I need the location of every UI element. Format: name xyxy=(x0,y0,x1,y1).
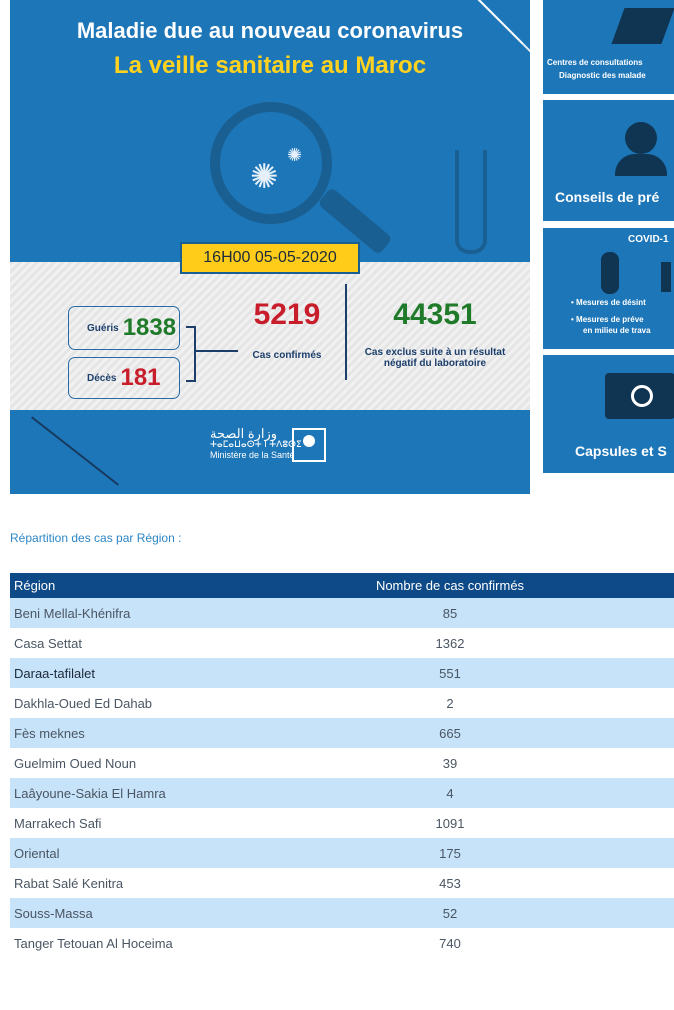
spray-icon xyxy=(661,262,671,292)
table-row: Daraa-tafilalet 551 xyxy=(10,658,674,688)
card-line: Diagnostic des malade xyxy=(559,71,646,80)
count-cell: 453 xyxy=(439,875,461,891)
ministry-tifinagh: ⵜⴰⵎⴰⵡⴰⵙⵜ ⵏ ⵜⴷⵓⵙⵉ xyxy=(210,439,302,449)
confirmed-value: 5219 xyxy=(253,298,321,331)
region-cell: Oriental xyxy=(14,845,60,861)
card-title: Capsules et S xyxy=(575,443,667,459)
region-cell: Tanger Tetouan Al Hoceima xyxy=(14,935,173,951)
card-covid-measures[interactable]: COVID-1 • Mesures de désint • Mesures de… xyxy=(543,228,674,349)
count-cell: 52 xyxy=(442,905,458,921)
count-cell: 1091 xyxy=(435,815,465,831)
ministry-french: Ministère de la Santé xyxy=(210,450,295,460)
count-cell: 665 xyxy=(439,725,461,741)
count-cell: 4 xyxy=(446,785,454,801)
region-cell: Rabat Salé Kenitra xyxy=(14,875,124,891)
card-consultation-centers[interactable]: Centres de consultations Diagnostic des … xyxy=(543,0,674,94)
header-count: Nombre de cas confirmés xyxy=(375,578,525,593)
person-icon xyxy=(625,122,657,154)
card-line: Centres de consultations xyxy=(547,58,643,67)
covid-banner[interactable]: Maladie due au nouveau coronavirus La ve… xyxy=(10,0,530,494)
banner-title: Maladie due au nouveau coronavirus xyxy=(76,18,464,43)
ministry-arabic: وزارة الصحة xyxy=(210,426,278,441)
card-bullet: • Mesures de préve xyxy=(571,315,644,324)
recovered-pill: Guéris 1838 xyxy=(68,306,180,350)
card-prevention-advice[interactable]: Conseils de pré xyxy=(543,100,674,221)
stats-panel: Guéris 1838 Décès 181 5219 Cas confirmés… xyxy=(10,262,530,410)
region-cell: Beni Mellal-Khénifra xyxy=(14,605,131,621)
deaths-value: 181 xyxy=(120,364,161,391)
excluded-label: Cas exclus suite à un résultat négatif d… xyxy=(364,347,506,369)
header-region: Région xyxy=(14,578,56,593)
count-cell: 39 xyxy=(442,755,458,771)
magnifier-icon xyxy=(210,102,332,224)
map-icon xyxy=(611,8,674,44)
worker-icon xyxy=(601,252,619,294)
person-body xyxy=(615,154,667,176)
excluded-value: 44351 xyxy=(393,298,477,331)
test-tube-icon xyxy=(455,150,487,254)
card-title: Conseils de pré xyxy=(555,189,660,205)
recovered-value: 1838 xyxy=(122,314,177,341)
bracket xyxy=(186,326,196,382)
confirmed-label: Cas confirmés xyxy=(252,350,322,361)
region-cell: Laâyoune-Sakia El Hamra xyxy=(14,785,166,801)
table-row: Laâyoune-Sakia El Hamra 4 xyxy=(10,778,674,808)
table-row: Tanger Tetouan Al Hoceima 740 xyxy=(10,928,674,958)
table-row: Casa Settat 1362 xyxy=(10,628,674,658)
table-row: Souss-Massa 52 xyxy=(10,898,674,928)
deaths-pill: Décès 181 xyxy=(68,357,180,399)
region-cell: Fès meknes xyxy=(14,725,85,741)
virus-icon: ✺ xyxy=(287,145,303,165)
card-header: COVID-1 xyxy=(628,234,669,245)
region-cell: Casa Settat xyxy=(14,635,82,651)
region-cell: Marrakech Safi xyxy=(14,815,102,831)
count-cell: 1362 xyxy=(435,635,465,651)
region-cell: Souss-Massa xyxy=(14,905,93,921)
ministry-logo xyxy=(292,428,326,462)
count-cell: 175 xyxy=(439,845,461,861)
region-cell: Dakhla-Oued Ed Dahab xyxy=(14,695,153,711)
regions-table: Région Nombre de cas confirmés Beni Mell… xyxy=(10,573,674,958)
count-cell: 740 xyxy=(439,935,461,951)
table-body: Beni Mellal-Khénifra 85 Casa Settat 1362 Dar… xyxy=(10,598,674,958)
table-row: Dakhla-Oued Ed Dahab 2 xyxy=(10,688,674,718)
card-video-capsules[interactable]: Capsules et S xyxy=(543,355,674,473)
table-row: Oriental 175 xyxy=(10,838,674,868)
region-cell: Daraa-tafilalet xyxy=(14,665,95,681)
timestamp-badge: 16H00 05-05-2020 xyxy=(180,242,360,274)
card-bullet: • Mesures de désint xyxy=(571,298,646,307)
divider xyxy=(345,284,347,380)
table-header: Région Nombre de cas confirmés xyxy=(10,573,674,598)
virus-icon: ✺ xyxy=(250,158,279,196)
count-cell: 551 xyxy=(439,665,461,681)
table-row: Beni Mellal-Khénifra 85 xyxy=(10,598,674,628)
banner-subtitle: La veille sanitaire au Maroc xyxy=(113,52,427,79)
table-row: Rabat Salé Kenitra 453 xyxy=(10,868,674,898)
count-cell: 2 xyxy=(446,695,454,711)
section-title: Répartition des cas par Région : xyxy=(10,531,182,545)
table-row: Fès meknes 665 xyxy=(10,718,674,748)
table-row: Guelmim Oued Noun 39 xyxy=(10,748,674,778)
play-icon xyxy=(631,385,653,407)
connector-line xyxy=(194,350,238,352)
ministry-text: وزارة الصحة ⵜⴰⵎⴰⵡⴰⵙⵜ ⵏ ⵜⴷⵓⵙⵉ Ministère d… xyxy=(210,426,302,461)
table-row: Marrakech Safi 1091 xyxy=(10,808,674,838)
decorative-line xyxy=(31,416,119,486)
region-cell: Guelmim Oued Noun xyxy=(14,755,137,771)
deaths-label: Décès xyxy=(87,372,117,384)
card-bullet-cont: en milieu de trava xyxy=(583,326,651,335)
recovered-label: Guéris xyxy=(87,322,119,334)
count-cell: 85 xyxy=(442,605,458,621)
